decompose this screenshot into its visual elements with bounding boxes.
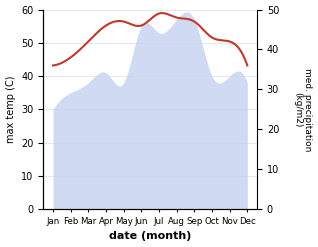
- X-axis label: date (month): date (month): [109, 231, 191, 242]
- Y-axis label: max temp (C): max temp (C): [5, 76, 16, 143]
- Y-axis label: med. precipitation
(kg/m2): med. precipitation (kg/m2): [293, 68, 313, 151]
